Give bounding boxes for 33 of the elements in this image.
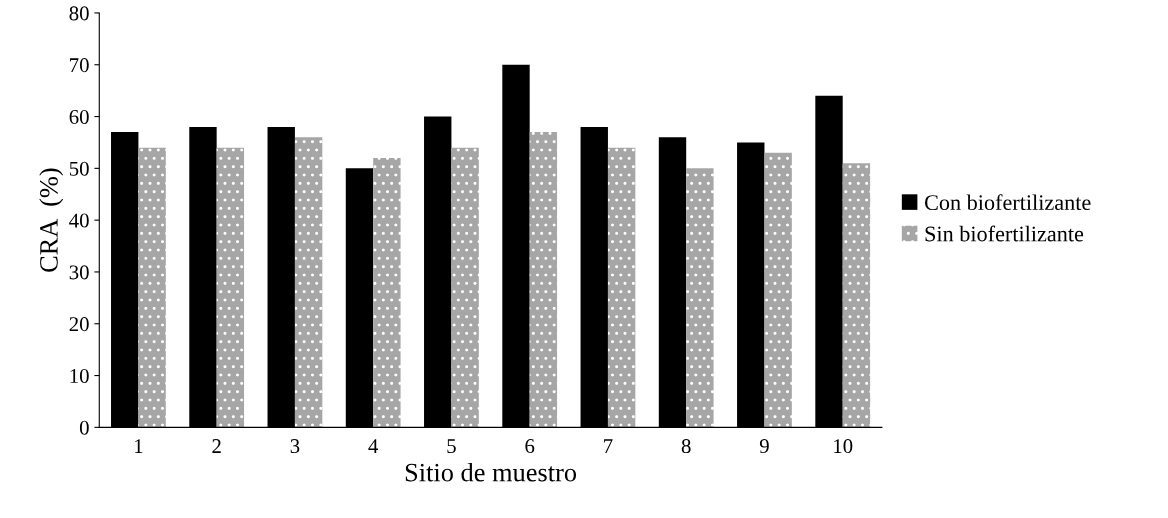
- x-tick-label: 6: [525, 439, 535, 454]
- y-tick-label: 10: [70, 368, 89, 383]
- x-tick-label: 4: [368, 439, 379, 453]
- x-tick-label: 7: [604, 439, 613, 453]
- y-tick-label: 50: [69, 161, 89, 176]
- x-tick-label: 10: [834, 439, 853, 454]
- bar: [607, 147, 636, 428]
- y-axis-title: CRA (%): [39, 168, 64, 272]
- bar: [294, 137, 323, 428]
- x-tick-label: 8: [681, 439, 691, 454]
- x-tick-label: 5: [447, 439, 456, 454]
- x-tick-label: 3: [290, 439, 300, 454]
- bar: [764, 152, 792, 428]
- y-tick-label: 70: [70, 58, 89, 73]
- legend-label: Con biofertilizante: [924, 194, 1091, 211]
- y-tick-label: 20: [69, 317, 89, 332]
- y-tick-label: 80: [69, 6, 89, 21]
- x-tick-label: 1: [135, 439, 143, 453]
- y-tick-label: 30: [69, 265, 89, 280]
- x-axis-title: Sitio de muestro: [405, 462, 577, 482]
- bar: [373, 157, 401, 428]
- bar: [529, 132, 558, 428]
- bar: [686, 168, 714, 428]
- y-tick-label: 0: [79, 420, 89, 435]
- y-tick-label: 40: [69, 213, 89, 228]
- x-tick-label: 9: [759, 439, 769, 454]
- bar: [216, 147, 245, 428]
- legend-label: Sin biofertilizante: [925, 225, 1084, 242]
- bar: [451, 147, 479, 428]
- bar: [138, 147, 166, 428]
- bar: [842, 163, 871, 428]
- x-tick-label: 2: [212, 439, 221, 453]
- y-tick-label: 60: [69, 109, 89, 124]
